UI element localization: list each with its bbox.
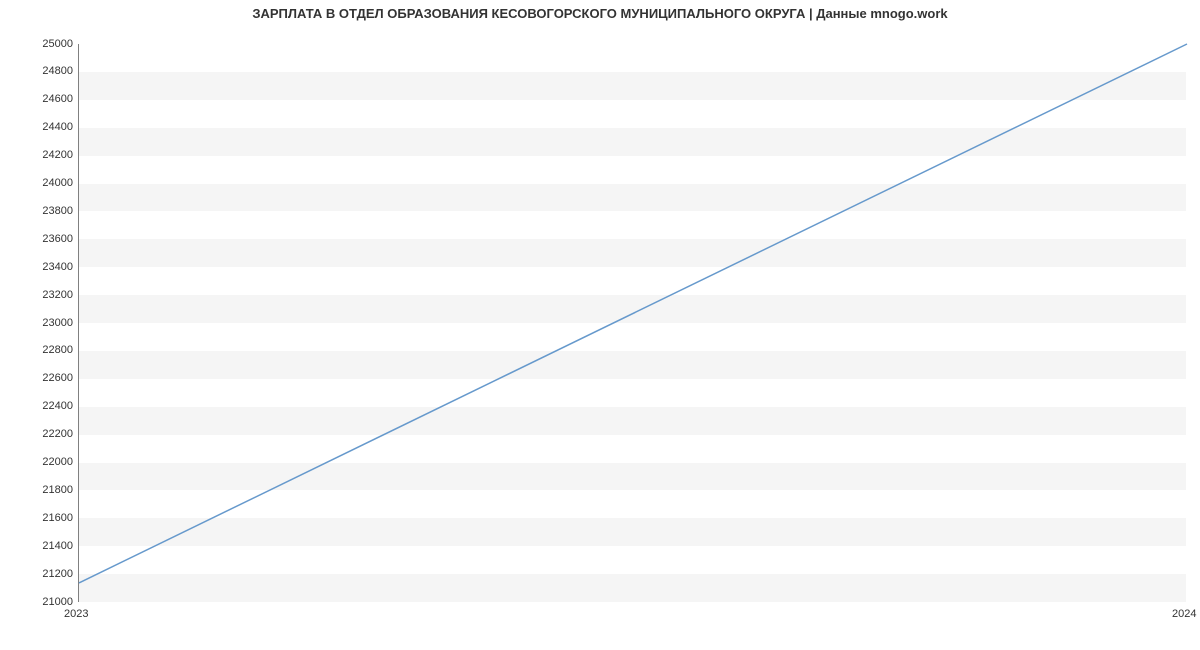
y-tick-label: 24400 [13, 121, 73, 133]
salary-chart: ЗАРПЛАТА В ОТДЕЛ ОБРАЗОВАНИЯ КЕСОВОГОРСК… [0, 0, 1200, 650]
y-tick-label: 22600 [13, 372, 73, 384]
chart-title: ЗАРПЛАТА В ОТДЕЛ ОБРАЗОВАНИЯ КЕСОВОГОРСК… [0, 6, 1200, 21]
y-tick-label: 23400 [13, 261, 73, 273]
y-tick-label: 21800 [13, 484, 73, 496]
y-tick-label: 22800 [13, 344, 73, 356]
y-tick-label: 22000 [13, 456, 73, 468]
y-tick-label: 24200 [13, 149, 73, 161]
y-tick-label: 25000 [13, 38, 73, 50]
line-series [79, 44, 1187, 602]
y-tick-label: 24800 [13, 65, 73, 77]
y-tick-label: 23600 [13, 233, 73, 245]
y-tick-label: 24000 [13, 177, 73, 189]
y-tick-label: 23200 [13, 289, 73, 301]
y-tick-label: 21600 [13, 512, 73, 524]
x-tick-label: 2024 [1172, 608, 1196, 620]
salary-line [79, 44, 1187, 583]
y-tick-label: 23000 [13, 317, 73, 329]
y-tick-label: 22400 [13, 400, 73, 412]
y-tick-label: 24600 [13, 93, 73, 105]
y-tick-label: 22200 [13, 428, 73, 440]
y-tick-label: 21200 [13, 568, 73, 580]
x-tick-label: 2023 [64, 608, 88, 620]
plot-area: 2100021200214002160021800220002220022400… [78, 44, 1186, 602]
y-tick-label: 21400 [13, 540, 73, 552]
y-tick-label: 23800 [13, 205, 73, 217]
y-tick-label: 21000 [13, 596, 73, 608]
